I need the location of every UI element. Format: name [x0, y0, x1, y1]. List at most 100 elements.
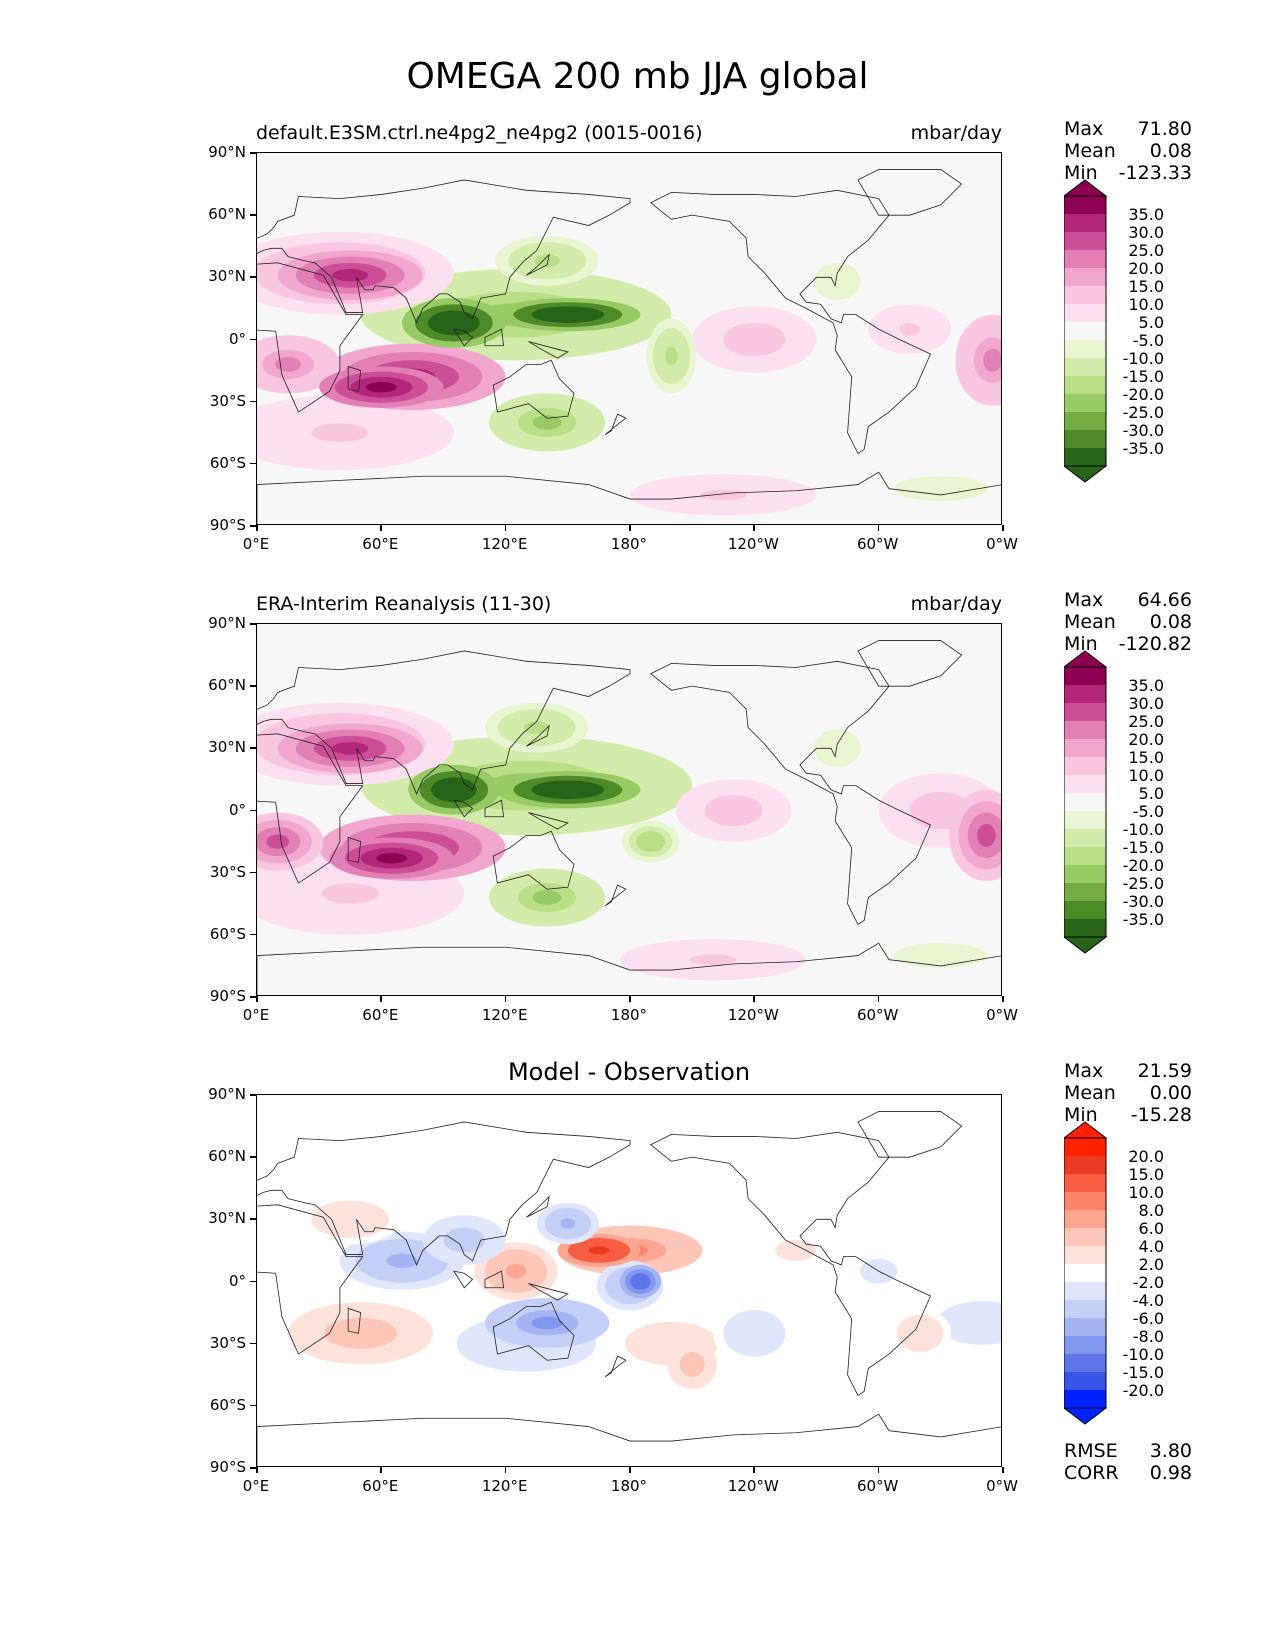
lat-tick-label: 30°S	[209, 1333, 246, 1352]
contour-blob	[560, 1218, 576, 1229]
stat-max-label: Max	[1064, 589, 1104, 611]
colorbar-tick-label: -8.0	[1132, 1327, 1164, 1346]
lat-tick-label: 0°	[228, 1271, 246, 1290]
stat-min-label: Min	[1064, 162, 1098, 184]
lon-tick-mark	[256, 525, 258, 531]
map-plot	[256, 152, 1002, 525]
lat-tick-mark	[250, 214, 256, 216]
lat-tick-label: 60°N	[208, 205, 246, 224]
lon-tick-mark	[1002, 996, 1004, 1002]
stat-mean-label: Mean	[1064, 611, 1116, 633]
coastline	[492, 1301, 575, 1361]
lon-tick-mark	[877, 525, 880, 531]
coastline	[453, 1270, 474, 1289]
contour-blob	[829, 275, 845, 288]
colorbar-tick-label: -25.0	[1122, 874, 1164, 893]
lon-tick-label: 0°E	[242, 535, 270, 553]
stat-min: -15.28	[1130, 1104, 1192, 1126]
contour-blob	[440, 316, 467, 330]
coastline	[649, 189, 931, 455]
map-plot	[256, 1094, 1002, 1467]
colorbar-tick-label: -2.0	[1132, 1273, 1164, 1292]
lat-tick-label: 30°N	[208, 738, 246, 757]
contour-blob	[588, 1246, 610, 1255]
colorbar-extend-min	[1064, 465, 1108, 483]
contour-blob	[266, 834, 290, 849]
lon-tick-mark	[504, 525, 507, 531]
contour-blob	[376, 852, 408, 864]
coastline	[257, 650, 631, 795]
stat-min-label: Min	[1064, 633, 1098, 655]
units-label: mbar/day	[910, 593, 1002, 615]
colorbar-band	[1064, 196, 1106, 214]
coastline	[492, 830, 575, 890]
contour-blob	[925, 484, 957, 493]
colorbar-tick-label: 10.0	[1128, 295, 1164, 314]
contour-blob	[966, 1315, 998, 1331]
lon-tick-mark	[753, 996, 755, 1002]
colorbar-extend-max	[1064, 650, 1108, 668]
coastline	[347, 365, 362, 392]
contour-blob	[635, 1277, 646, 1286]
colorbar-tick-label: 15.0	[1128, 277, 1164, 296]
colorbar-band	[1064, 901, 1106, 919]
lat-tick-label: 30°N	[208, 1209, 246, 1228]
lon-tick-mark	[753, 1467, 755, 1473]
lat-tick-mark	[250, 996, 256, 998]
stats-block: Max 64.66 Mean 0.08 Min -120.82	[1064, 589, 1192, 655]
colorbar-tick-label: 4.0	[1138, 1237, 1164, 1256]
lon-tick-label: 120°E	[481, 1477, 528, 1495]
lon-tick-label: 60°W	[856, 1006, 899, 1024]
colorbar	[1064, 650, 1108, 954]
stat-min: -123.33	[1118, 162, 1192, 184]
contour-blob	[977, 823, 996, 847]
colorbar-band	[1064, 1372, 1106, 1390]
contour-blob	[532, 890, 562, 905]
colorbar-tick-label: -10.0	[1122, 820, 1164, 839]
coastline	[528, 812, 569, 830]
contour-blob	[332, 742, 369, 755]
coastline	[347, 1307, 362, 1334]
lon-tick-label: 120°W	[727, 535, 779, 553]
colorbar-tick-label: 8.0	[1138, 1201, 1164, 1220]
stat-max: 21.59	[1137, 1060, 1192, 1082]
contour-blob	[332, 269, 369, 282]
stat-min-label: Min	[1064, 1104, 1098, 1126]
coastline	[257, 1204, 364, 1355]
coastline	[257, 733, 364, 884]
contour-blob	[689, 954, 737, 965]
colorbar-tick-label: 25.0	[1128, 712, 1164, 731]
contour-blob	[719, 802, 749, 819]
colorbar-band	[1064, 1192, 1106, 1210]
lat-tick-label: 60°S	[209, 453, 246, 472]
stat-max: 64.66	[1137, 589, 1192, 611]
figure-title: OMEGA 200 mb JJA global	[406, 56, 869, 97]
lat-tick-label: 60°S	[209, 1395, 246, 1414]
colorbar-tick-label: -5.0	[1132, 331, 1164, 350]
lon-tick-label: 0°W	[986, 1477, 1018, 1495]
lon-tick-label: 0°E	[242, 1006, 270, 1024]
lon-tick-label: 60°E	[362, 1477, 399, 1495]
stat-min: -120.82	[1118, 633, 1192, 655]
colorbar-tick-label: 20.0	[1128, 730, 1164, 749]
colorbar-band	[1064, 268, 1106, 286]
lon-tick-label: 180°	[610, 1477, 648, 1495]
colorbar-tick-label: 10.0	[1128, 1183, 1164, 1202]
colorbar-band	[1064, 322, 1106, 340]
lat-tick-mark	[250, 747, 256, 749]
colorbar-tick-label: -35.0	[1122, 439, 1164, 458]
stat-mean: 0.08	[1149, 611, 1192, 633]
contour-blob	[505, 1263, 527, 1279]
colorbar-band	[1064, 250, 1106, 268]
colorbar-band	[1064, 1318, 1106, 1336]
coastline	[257, 179, 631, 324]
lon-tick-label: 120°E	[481, 1006, 528, 1024]
lat-tick-label: 30°S	[209, 862, 246, 881]
lat-tick-label: 60°S	[209, 924, 246, 943]
lat-tick-mark	[250, 871, 256, 874]
lat-tick-mark	[250, 400, 256, 403]
colorbar-tick-label: 35.0	[1128, 205, 1164, 224]
colorbar-tick-label: -35.0	[1122, 910, 1164, 929]
lon-tick-label: 60°W	[856, 1477, 899, 1495]
colorbar-band	[1064, 847, 1106, 865]
